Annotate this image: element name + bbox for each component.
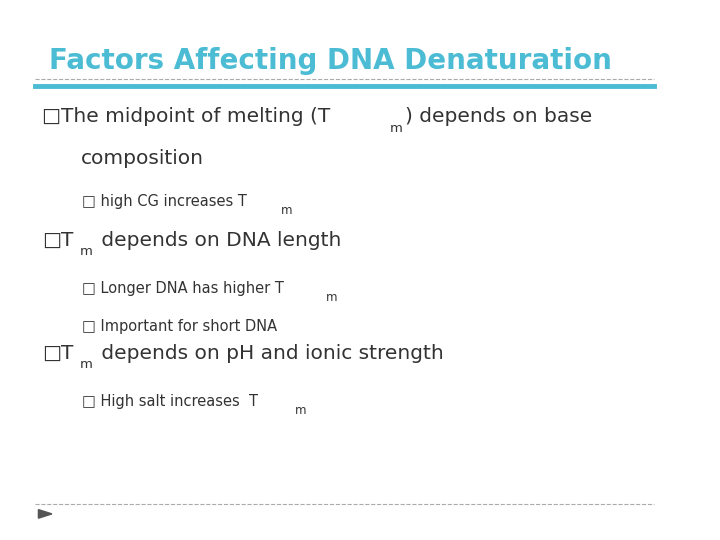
Text: □The midpoint of melting (T: □The midpoint of melting (T [42,107,330,126]
Text: m: m [325,291,337,304]
Text: depends on pH and ionic strength: depends on pH and ionic strength [95,343,444,363]
Text: □ Longer DNA has higher T: □ Longer DNA has higher T [82,281,284,296]
Text: □T: □T [42,343,73,363]
Text: m: m [390,122,402,135]
Text: m: m [80,359,92,372]
Text: □ High salt increases  T: □ High salt increases T [82,394,258,409]
Text: m: m [281,204,292,217]
Text: Factors Affecting DNA Denaturation: Factors Affecting DNA Denaturation [48,47,611,75]
Polygon shape [38,510,52,518]
Text: ) depends on base: ) depends on base [405,107,593,126]
Text: m: m [294,404,306,417]
Text: □ Important for short DNA: □ Important for short DNA [82,319,277,334]
Text: depends on DNA length: depends on DNA length [95,231,341,250]
Text: □T: □T [42,231,73,250]
Text: m: m [80,246,92,259]
Text: □ high CG increases T: □ high CG increases T [82,193,247,208]
Text: composition: composition [81,149,204,168]
